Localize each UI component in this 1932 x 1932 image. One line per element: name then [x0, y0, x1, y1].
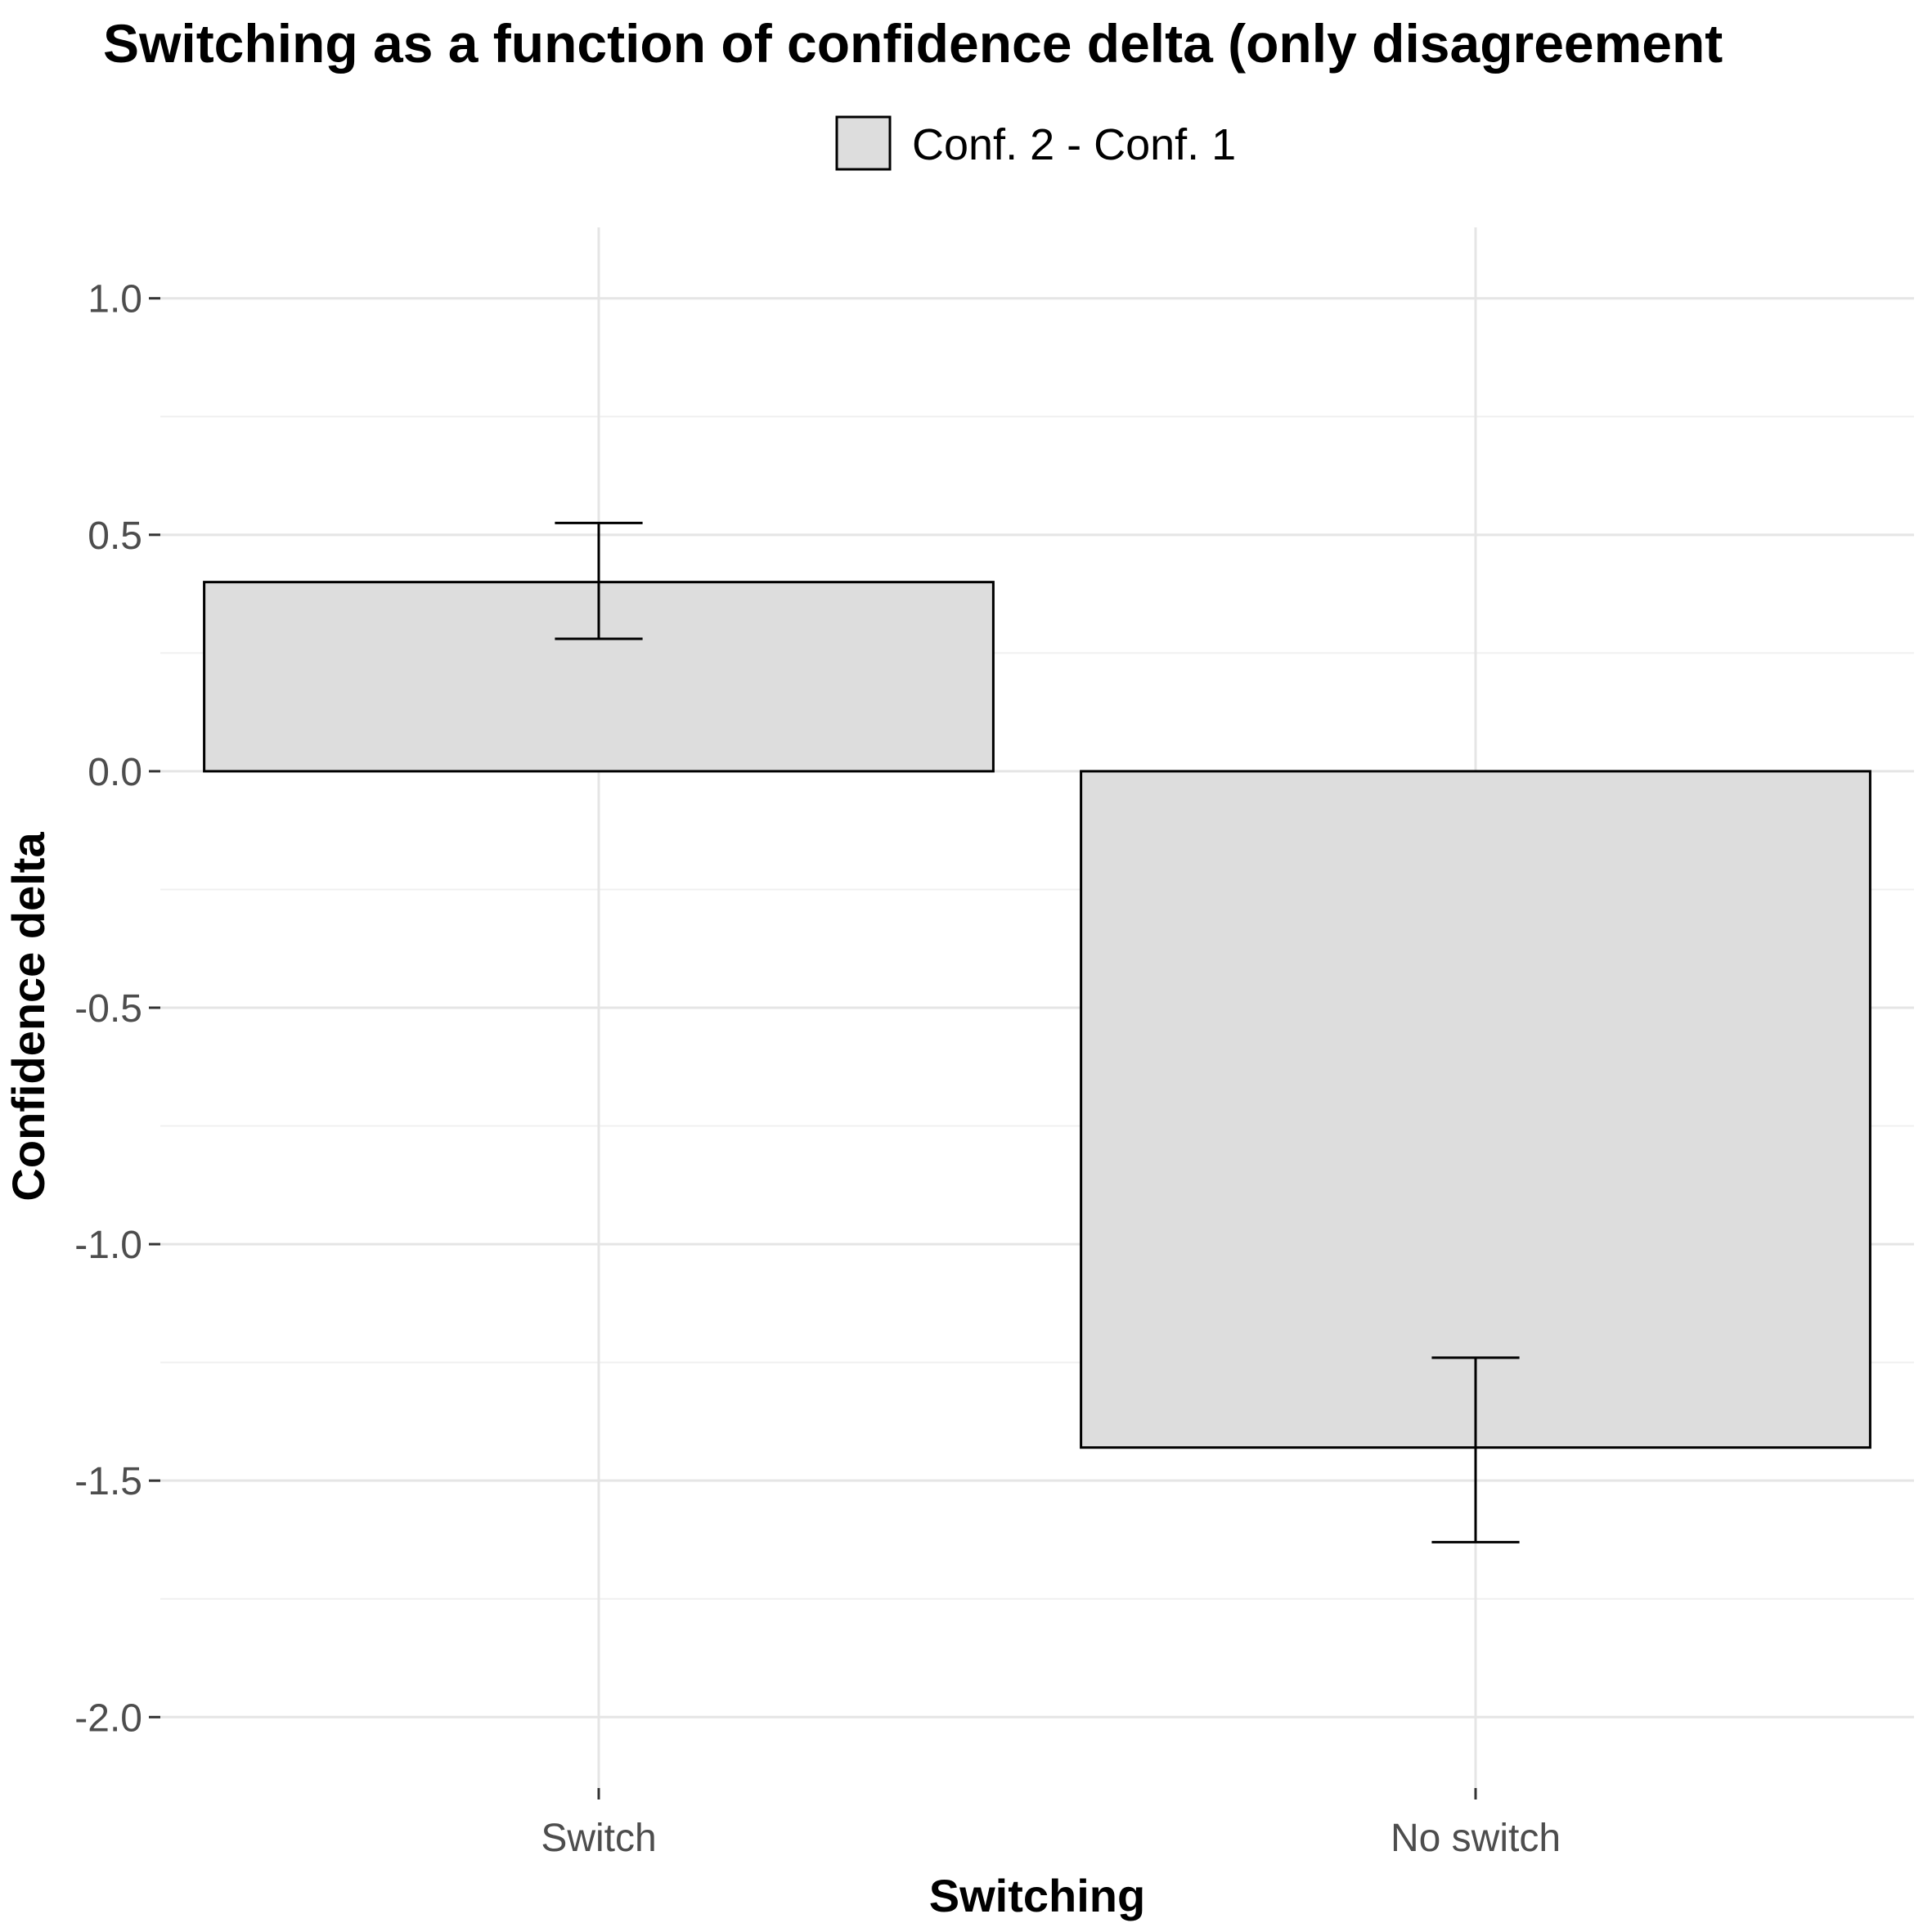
error-bar [555, 521, 643, 640]
chart-title: Switching as a function of confidence de… [103, 13, 1723, 74]
x-tick-label: Switch [541, 1817, 656, 1860]
error-bars [555, 521, 1520, 1543]
error-bar [1431, 1356, 1520, 1543]
x-axis-title: Switching [929, 1870, 1145, 1921]
y-tick-label: -1.5 [74, 1460, 142, 1503]
y-tick-label: 1.0 [88, 278, 142, 321]
legend-label: Conf. 2 - Conf. 1 [912, 120, 1236, 169]
y-tick-label: -0.5 [74, 987, 142, 1031]
x-tick-label: No switch [1391, 1817, 1561, 1860]
y-tick-label: -1.0 [74, 1224, 142, 1267]
bars [203, 581, 1871, 1449]
y-tick-label: 0.5 [88, 514, 142, 558]
grid-lines [160, 227, 1914, 1788]
legend: Conf. 2 - Conf. 1 [835, 115, 1236, 171]
legend-swatch [835, 115, 892, 171]
y-tick-label: 0.0 [88, 751, 142, 794]
y-tick-label: -2.0 [74, 1696, 142, 1740]
y-axis-title: Confidence delta [2, 832, 54, 1202]
axes: 1.0 0.5 0.0 -0.5 -1.0 -1.5 -2.0 Switch No switch [74, 278, 1561, 1860]
bar-no-switch [1080, 770, 1871, 1449]
